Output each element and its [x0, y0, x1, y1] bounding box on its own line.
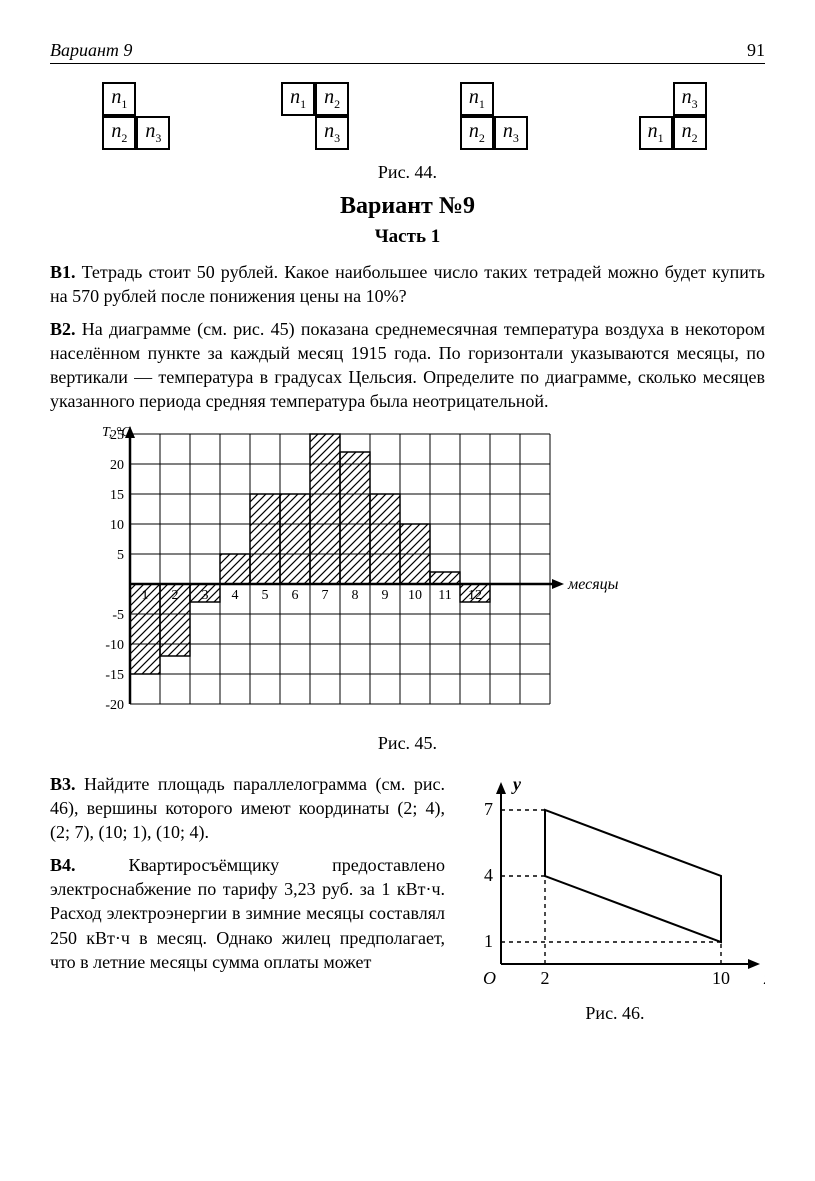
fig44-shapes: n1n2n3n1n2n3n1n2n3n3n1n2	[50, 82, 765, 156]
fig46-chart: 1 4 7 2 10 Oy x	[465, 764, 765, 999]
variant-title: Вариант №9	[50, 193, 765, 220]
grid-cell: n1	[281, 82, 315, 116]
page-header: Вариант 9 91	[50, 40, 765, 64]
svg-text:12: 12	[468, 588, 482, 603]
header-left: Вариант 9	[50, 40, 132, 61]
grid-cell: n2	[102, 116, 136, 150]
task-b3: В3. Найдите площадь параллелограмма (см.…	[50, 772, 445, 845]
grid-cell: n3	[136, 116, 170, 150]
svg-text:y: y	[511, 774, 522, 794]
svg-text:4: 4	[232, 588, 239, 603]
svg-text:x: x	[763, 968, 765, 988]
svg-text:3: 3	[202, 588, 209, 603]
svg-text:1: 1	[142, 588, 149, 603]
svg-text:8: 8	[352, 588, 359, 603]
grid-cell: n1	[102, 82, 136, 116]
svg-text:-5: -5	[112, 608, 124, 623]
svg-text:7: 7	[484, 799, 493, 819]
grid-cell: n1	[460, 82, 494, 116]
grid-cell: n3	[494, 116, 528, 150]
b2-text: На диаграмме (см. рис. 45) показана сред…	[50, 319, 765, 412]
svg-text:5: 5	[262, 588, 269, 603]
svg-text:-15: -15	[105, 668, 124, 683]
b3-text: Найдите площадь параллелограмма (см. рис…	[50, 774, 445, 843]
task-b1: В1. Тетрадь стоит 50 рублей. Какое наибо…	[50, 260, 765, 309]
b1-text: Тетрадь стоит 50 рублей. Какое наибольше…	[50, 262, 765, 306]
svg-text:7: 7	[322, 588, 329, 603]
svg-text:20: 20	[110, 458, 124, 473]
svg-text:-20: -20	[105, 698, 124, 713]
svg-text:2: 2	[541, 968, 550, 988]
grid-cell: n2	[460, 116, 494, 150]
b4-label: В4.	[50, 855, 76, 875]
task-b2: В2. На диаграмме (см. рис. 45) показана …	[50, 317, 765, 414]
svg-text:T, °C: T, °C	[102, 425, 131, 440]
fig46-wrap: 1 4 7 2 10 Oy x Рис. 46.	[465, 764, 765, 1034]
b1-label: В1.	[50, 262, 76, 282]
grid-cell: n1	[639, 116, 673, 150]
svg-text:месяцы: месяцы	[567, 576, 619, 593]
fig44-caption: Рис. 44.	[50, 162, 765, 183]
svg-text:6: 6	[292, 588, 299, 603]
svg-text:11: 11	[438, 588, 451, 603]
task-b4: В4. Квартиросъёмщику предоставлено элект…	[50, 853, 445, 974]
fig45-chart: -20-15-10-5510152025T, °Cмесяцы123456789…	[80, 424, 765, 729]
fig45-caption: Рис. 45.	[50, 733, 765, 754]
svg-text:10: 10	[408, 588, 422, 603]
svg-text:4: 4	[484, 865, 493, 885]
svg-text:1: 1	[484, 931, 493, 951]
page-number: 91	[747, 40, 765, 61]
svg-text:5: 5	[117, 548, 124, 563]
grid-cell: n2	[315, 82, 349, 116]
b2-label: В2.	[50, 319, 76, 339]
svg-text:10: 10	[110, 518, 124, 533]
svg-text:15: 15	[110, 488, 124, 503]
svg-text:9: 9	[382, 588, 389, 603]
b4-text: Квартиросъёмщику предоставлено электросн…	[50, 855, 445, 972]
grid-cell: n3	[673, 82, 707, 116]
svg-text:O: O	[483, 968, 496, 988]
svg-text:-10: -10	[105, 638, 124, 653]
b3-label: В3.	[50, 774, 76, 794]
fig46-caption: Рис. 46.	[465, 1003, 765, 1024]
grid-cell: n3	[315, 116, 349, 150]
grid-cell: n2	[673, 116, 707, 150]
svg-text:10: 10	[712, 968, 730, 988]
part-title: Часть 1	[50, 226, 765, 248]
svg-text:2: 2	[172, 588, 179, 603]
